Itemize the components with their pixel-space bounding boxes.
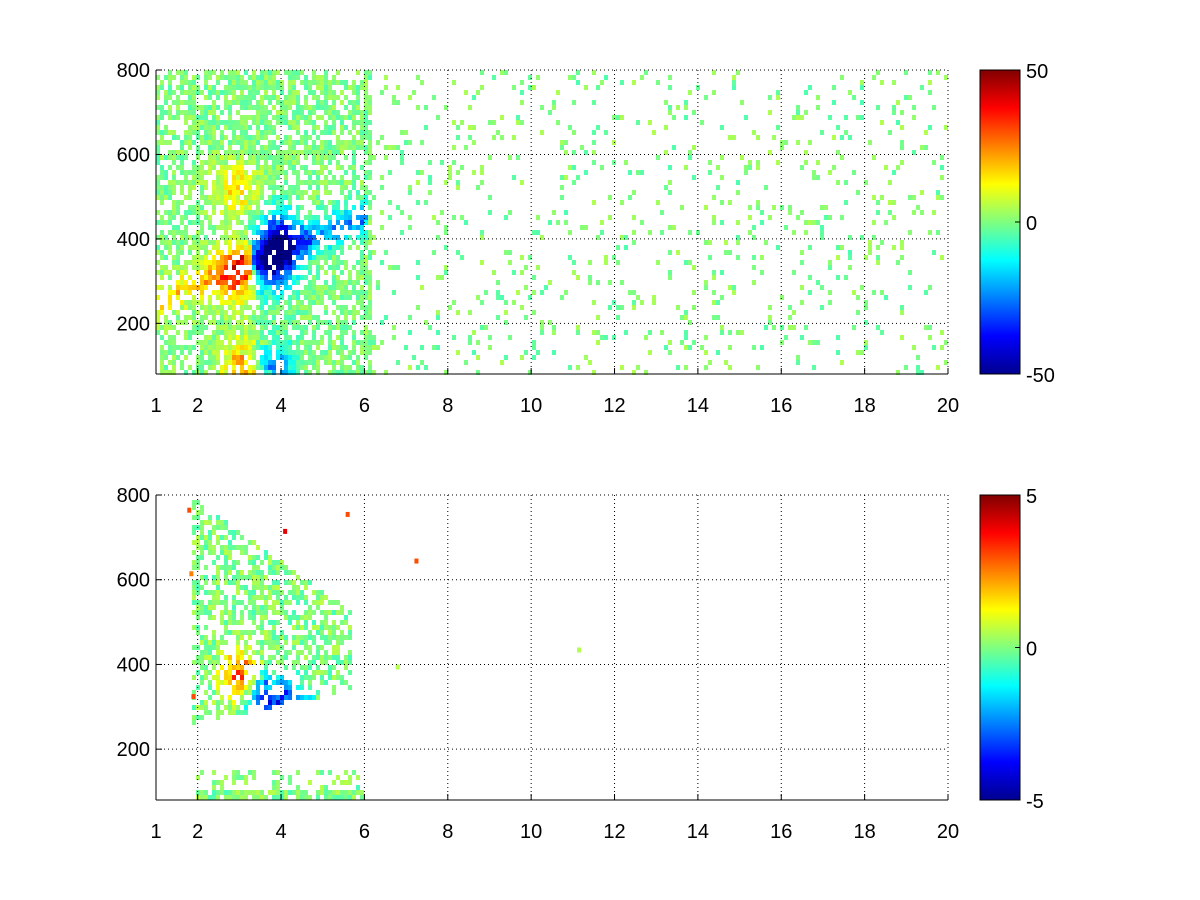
colorbar-tick-label: 0 — [1026, 639, 1037, 661]
x-tick-label: 12 — [603, 395, 625, 417]
x-tick-label: 2 — [192, 821, 203, 843]
y-tick-label: 800 — [117, 60, 150, 82]
x-tick-label: 20 — [937, 821, 959, 843]
x-tick-label: 8 — [442, 821, 453, 843]
x-tick-label: 18 — [854, 395, 876, 417]
x-tick-label: 14 — [687, 821, 709, 843]
x-tick-label: 1 — [150, 395, 161, 417]
y-tick-label: 200 — [117, 313, 150, 335]
grid — [156, 494, 949, 800]
x-tick-label: 20 — [937, 395, 959, 417]
x-tick-label: 12 — [603, 821, 625, 843]
x-tick-label: 4 — [275, 395, 286, 417]
colorbar-tick-label: -50 — [1026, 365, 1055, 387]
x-tick-label: 6 — [359, 395, 370, 417]
x-tick-label: 2 — [192, 395, 203, 417]
y-tick-label: 600 — [117, 570, 150, 592]
x-tick-label: 10 — [520, 821, 542, 843]
colorbar-tick-label: 5 — [1026, 486, 1037, 508]
x-tick-label: 4 — [275, 821, 286, 843]
x-tick-label: 6 — [359, 821, 370, 843]
y-tick-label: 800 — [117, 485, 150, 507]
x-tick-label: 16 — [770, 821, 792, 843]
colorbar: 50 0 -50 — [979, 61, 1055, 387]
colorbar-gradient — [979, 494, 1021, 801]
x-tick-label: 16 — [770, 395, 792, 417]
x-tick-label: 18 — [854, 821, 876, 843]
colorbar-tick-label: 0 — [1026, 213, 1037, 235]
x-tick-label: 10 — [520, 395, 542, 417]
y-tick-label: 600 — [117, 144, 150, 166]
grid — [156, 69, 949, 374]
heatmap-cells — [156, 70, 948, 375]
colorbar: 5 0 -5 — [979, 486, 1044, 813]
y-tick-label: 400 — [117, 654, 150, 676]
x-tick-label: 14 — [687, 395, 709, 417]
x-tick-label: 1 — [150, 821, 161, 843]
y-tick-label: 400 — [117, 229, 150, 251]
colorbar-tick-label: -5 — [1026, 791, 1044, 813]
colorbar-gradient — [979, 69, 1021, 375]
colorbar-tick-label: 50 — [1026, 61, 1048, 83]
y-tick-label: 200 — [117, 739, 150, 761]
x-tick-label: 8 — [442, 395, 453, 417]
